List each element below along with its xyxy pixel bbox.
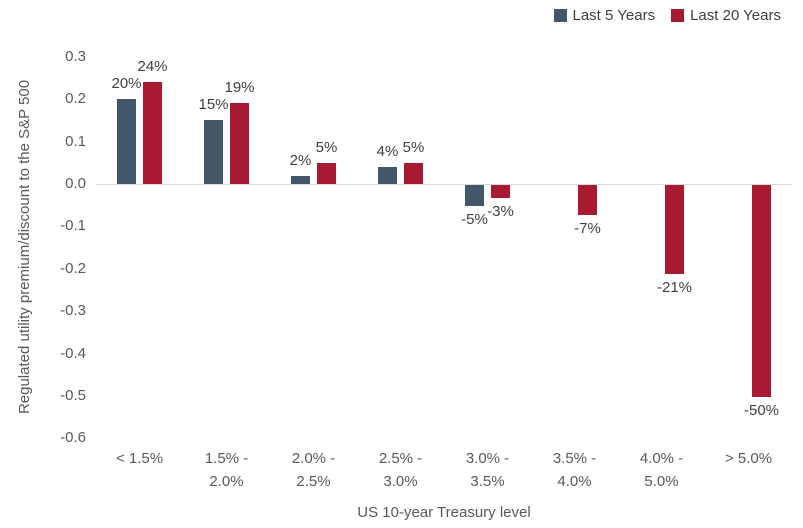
x-category-line: 4.0% -	[639, 450, 684, 467]
bar-last-20-years	[578, 185, 597, 215]
bar-last-5-years	[117, 99, 136, 184]
data-label: 19%	[224, 79, 255, 97]
legend-item: Last 5 Years	[553, 7, 656, 24]
bar-last-5-years	[378, 167, 397, 184]
y-tick-label: -0.6	[60, 429, 86, 447]
y-tick-label: -0.5	[60, 387, 86, 404]
data-label: 2%	[289, 151, 312, 169]
x-category-label: 2.0% - 2.5%	[270, 447, 357, 493]
data-label: -3%	[487, 202, 514, 220]
legend-swatch-icon	[553, 9, 567, 22]
x-category-label: 1.5% - 2.0%	[183, 447, 270, 493]
y-tick-label: 0.0	[65, 175, 86, 192]
data-label: -21%	[656, 279, 693, 297]
x-category-line: 3.0% -	[465, 450, 510, 467]
y-tick-label: 0.2	[65, 90, 86, 108]
data-label: -50%	[743, 402, 780, 419]
data-label: 5%	[315, 138, 338, 156]
x-category-line: > 5.0%	[724, 450, 773, 467]
data-label: 20%	[111, 75, 142, 93]
y-tick-label: -0.1	[60, 217, 86, 235]
x-category-line: 2.0%	[209, 473, 244, 490]
bar-last-5-years	[465, 185, 484, 207]
x-category-line: 3.5% -	[552, 450, 597, 467]
x-category-line: 2.0% -	[291, 450, 336, 467]
data-label: 4%	[376, 143, 399, 161]
data-label: -5%	[461, 211, 488, 229]
x-category-label: 3.5% - 4.0%	[531, 447, 618, 493]
x-category-line: < 1.5%	[115, 450, 164, 467]
x-category-label: 2.5% - 3.0%	[357, 447, 444, 493]
x-category-line: 1.5% -	[204, 450, 249, 467]
bar-last-20-years	[230, 103, 249, 184]
bar-last-5-years	[291, 175, 310, 184]
y-tick-label: -0.2	[60, 259, 86, 277]
y-tick-label: 0.3	[65, 47, 86, 65]
data-label: 24%	[137, 58, 168, 76]
legend-label: Last 20 Years	[690, 7, 781, 24]
legend-item: Last 20 Years	[671, 7, 781, 24]
legend: Last 5 Years Last 20 Years	[553, 7, 781, 24]
x-category-line: 3.5%	[470, 473, 505, 490]
data-label: 15%	[198, 96, 229, 114]
zero-axis-line	[96, 184, 792, 185]
bar-last-20-years	[665, 185, 684, 275]
x-category-label: 3.0% - 3.5%	[444, 447, 531, 493]
x-category-line: 2.5%	[296, 473, 331, 490]
bar-last-20-years	[317, 162, 336, 184]
x-category-line: 2.5% -	[378, 450, 423, 467]
bar-last-20-years	[752, 185, 771, 397]
x-category-label: > 5.0%	[705, 447, 792, 470]
bar-last-20-years	[404, 162, 423, 184]
legend-label: Last 5 Years	[572, 7, 656, 24]
x-category-line: 5.0%	[644, 473, 679, 490]
bar-last-5-years	[204, 120, 223, 184]
data-label: 5%	[402, 138, 425, 156]
data-label: -7%	[574, 219, 601, 237]
x-category-line: 3.0%	[383, 473, 418, 490]
x-axis-title: US 10-year Treasury level	[357, 504, 531, 521]
y-tick-label: -0.3	[60, 302, 86, 320]
x-category-line: 4.0%	[557, 473, 592, 490]
y-tick-label: -0.4	[60, 344, 86, 362]
bar-last-20-years	[143, 82, 162, 184]
bar-last-20-years	[491, 185, 510, 198]
y-tick-label: 0.1	[65, 132, 86, 150]
x-category-label: < 1.5%	[96, 447, 183, 470]
x-category-label: 4.0% - 5.0%	[618, 447, 705, 493]
legend-swatch-icon	[671, 9, 685, 22]
